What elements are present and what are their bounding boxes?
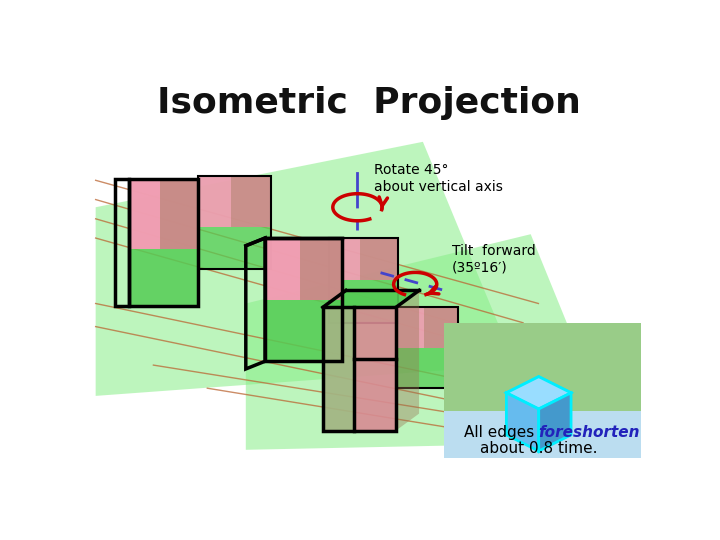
Text: Isometric  Projection: Isometric Projection xyxy=(157,86,581,120)
Polygon shape xyxy=(129,179,198,306)
Text: Rotate 45°
about vertical axis: Rotate 45° about vertical axis xyxy=(374,164,503,193)
Polygon shape xyxy=(198,177,271,227)
Text: about 0.8 time.: about 0.8 time. xyxy=(480,441,598,456)
Polygon shape xyxy=(246,234,616,450)
Polygon shape xyxy=(396,307,457,348)
Polygon shape xyxy=(396,307,457,388)
Text: Tilt  forward
(35º16′): Tilt forward (35º16′) xyxy=(452,244,536,274)
Polygon shape xyxy=(396,291,419,430)
Polygon shape xyxy=(300,238,342,300)
Polygon shape xyxy=(506,393,539,451)
Polygon shape xyxy=(329,238,398,280)
Polygon shape xyxy=(323,291,419,307)
Text: foreshorten: foreshorten xyxy=(539,425,640,440)
Polygon shape xyxy=(323,307,356,430)
Polygon shape xyxy=(265,238,342,361)
Polygon shape xyxy=(129,179,198,248)
Text: All edges: All edges xyxy=(464,425,539,440)
Polygon shape xyxy=(329,238,398,323)
Polygon shape xyxy=(444,323,641,457)
Polygon shape xyxy=(506,377,571,409)
Polygon shape xyxy=(539,393,571,451)
Polygon shape xyxy=(444,411,641,457)
Polygon shape xyxy=(265,238,342,300)
Polygon shape xyxy=(198,177,271,269)
Polygon shape xyxy=(423,307,457,348)
Polygon shape xyxy=(160,179,198,248)
Polygon shape xyxy=(96,142,516,396)
Polygon shape xyxy=(506,377,571,451)
Polygon shape xyxy=(231,177,271,227)
Polygon shape xyxy=(360,238,398,280)
Polygon shape xyxy=(323,307,396,430)
Polygon shape xyxy=(356,307,396,430)
